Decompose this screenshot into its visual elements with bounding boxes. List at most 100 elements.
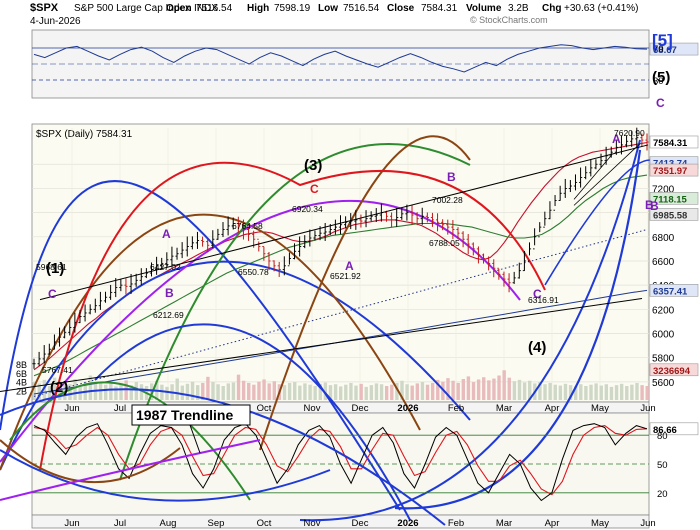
price-panel <box>31 123 650 403</box>
chart-exchange: INDX <box>194 3 218 14</box>
volume-bar <box>221 386 225 400</box>
volume-tick-label: 2B <box>16 386 27 396</box>
channel-line <box>573 154 613 200</box>
volume-bar <box>630 384 634 400</box>
change-value: +30.63 (+0.41%) <box>564 3 639 14</box>
volume-bar <box>436 379 440 400</box>
volume-bar <box>308 384 312 400</box>
volume-bar <box>139 384 144 400</box>
volume-bar <box>88 375 93 400</box>
volume-bar <box>216 384 220 400</box>
stochastic-series: 86.66 <box>0 388 699 526</box>
price-annotation: 6920.34 <box>292 204 323 214</box>
high-value: 7598.19 <box>274 3 311 14</box>
price-badge <box>649 163 699 177</box>
cycle-arc-brown-2 <box>259 135 471 451</box>
chart-name: S&P 500 Large Cap Index <box>74 3 190 14</box>
cycle-arc-green <box>119 143 471 481</box>
wave-label: C <box>48 287 57 301</box>
date-tick-label: Mar <box>496 403 512 414</box>
volume-bar <box>226 383 231 400</box>
volume-bar <box>492 378 496 400</box>
volume-bar <box>476 379 481 400</box>
volume-bar <box>415 383 420 400</box>
price-badge <box>649 192 699 205</box>
volume-bar <box>98 382 103 400</box>
volume-bar <box>339 386 343 400</box>
volume-bar <box>303 383 307 400</box>
volume-bar <box>93 383 98 400</box>
high-label: High <box>247 3 269 14</box>
cycle-arc-blue-lower <box>0 449 331 502</box>
stochastic-tick-label: 80 <box>657 431 668 442</box>
price-tick-label: 5800 <box>652 354 675 365</box>
volume-bar <box>185 383 190 400</box>
volume-value: 3.2B <box>508 3 529 14</box>
change-label: Chg <box>542 3 561 14</box>
volume-bar <box>195 385 200 400</box>
volume-bar <box>466 376 471 400</box>
volume-bar <box>379 384 384 400</box>
bottom-date-axis <box>31 514 650 529</box>
price-annotation: 7620.90 <box>614 128 645 138</box>
volume-tick-label: 4B <box>16 378 27 388</box>
wave-label: (3) <box>304 157 322 174</box>
date-tick-label: 2026 <box>397 403 418 414</box>
price-series <box>0 127 649 393</box>
volume-bar <box>405 384 409 400</box>
cycle-arc-blue-tip <box>544 159 651 286</box>
stochastic-k-line <box>33 423 648 502</box>
volume-bar <box>640 385 644 400</box>
open-value: 7516.54 <box>196 3 233 14</box>
volume-bar <box>614 385 619 400</box>
volume-bar <box>129 385 133 400</box>
volume-bar <box>47 386 52 400</box>
channel-line <box>573 143 641 206</box>
volume-bar <box>323 382 328 400</box>
stochastic-d-line <box>33 425 648 496</box>
volume-bar <box>400 380 404 400</box>
volume-bar <box>231 382 236 400</box>
volume-bar <box>37 383 42 400</box>
date-tick-label-bottom: Sep <box>208 518 225 529</box>
volume-bar <box>247 382 251 400</box>
volume-bar <box>568 385 573 400</box>
volume-bar <box>165 386 169 400</box>
price-annotation: 5767.41 <box>42 365 73 375</box>
stochastic-tick-label: 50 <box>657 460 668 471</box>
volume-bar <box>635 382 639 400</box>
trendline-upper <box>39 144 649 301</box>
trendline-label: 1987 Trendline <box>136 407 233 423</box>
date-tick-label-bottom: Dec <box>352 518 369 529</box>
volume-bar <box>109 381 113 400</box>
watermark: © StockCharts.com <box>470 15 548 25</box>
price-tick-label: 5600 <box>652 378 675 389</box>
date-tick-label-bottom: Nov <box>304 518 321 529</box>
volume-bar <box>201 382 205 400</box>
volume-bar <box>287 382 292 400</box>
cycle-arcs <box>0 135 651 522</box>
wave-label: A <box>162 227 171 241</box>
wave-label: (5) <box>652 69 670 86</box>
main-legend: $SPX (Daily) 7584.31 <box>36 129 133 140</box>
cycle-arc-red <box>39 161 546 471</box>
price-badge-label: 3236694 <box>653 366 691 377</box>
price-tick-label: 6000 <box>652 330 675 341</box>
volume-bar <box>553 384 557 400</box>
wave-label: C <box>656 96 665 110</box>
volume-bar <box>180 385 185 400</box>
rsi-series: 68.67 <box>32 42 699 81</box>
volume-bar <box>52 377 57 400</box>
wave-label: [5] <box>652 31 673 50</box>
volume-bar <box>58 380 62 400</box>
price-badge-label: 7584.31 <box>653 138 688 149</box>
date-tick-label: Dec <box>352 403 369 414</box>
price-annotation: 6788.05 <box>429 238 460 248</box>
cycle-arc-blue-mid <box>94 323 411 521</box>
volume-bar <box>349 382 353 400</box>
volume-bar <box>211 382 215 400</box>
rsi-tick-label: 70 <box>653 44 664 55</box>
wave-label: B <box>447 170 456 184</box>
volume-bar <box>451 380 455 400</box>
